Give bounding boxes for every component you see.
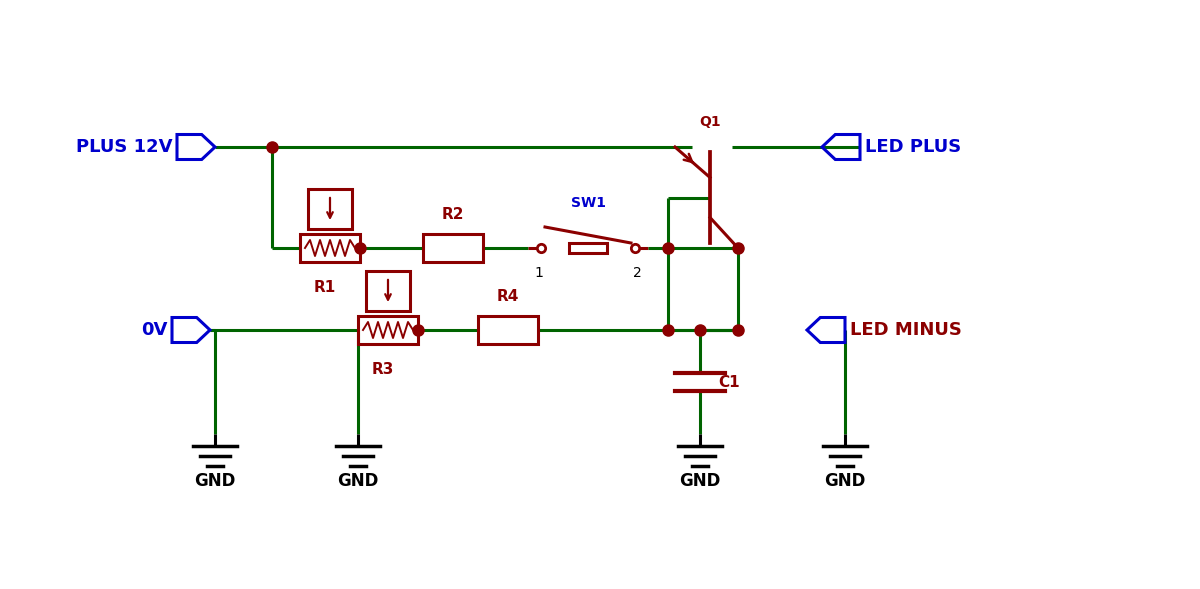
- Text: LED MINUS: LED MINUS: [850, 321, 962, 339]
- Text: R4: R4: [497, 289, 520, 304]
- Text: PLUS 12V: PLUS 12V: [76, 138, 172, 156]
- Text: 1: 1: [534, 266, 544, 280]
- Text: R1: R1: [314, 280, 336, 295]
- Text: C1: C1: [718, 375, 739, 389]
- Text: R3: R3: [372, 362, 394, 377]
- Text: 0V: 0V: [140, 321, 167, 339]
- Bar: [569, 243, 607, 253]
- Text: SW1: SW1: [570, 196, 606, 210]
- Text: GND: GND: [194, 472, 235, 490]
- Bar: [424, 234, 482, 262]
- Text: LED PLUS: LED PLUS: [865, 138, 961, 156]
- Text: GND: GND: [337, 472, 379, 490]
- Bar: [308, 189, 352, 229]
- Text: Q1: Q1: [700, 115, 721, 129]
- Text: R2: R2: [442, 207, 464, 222]
- Text: GND: GND: [824, 472, 865, 490]
- Text: 2: 2: [632, 266, 641, 280]
- Bar: [478, 316, 538, 344]
- Bar: [300, 234, 360, 262]
- Text: GND: GND: [679, 472, 721, 490]
- Bar: [366, 271, 410, 311]
- Bar: [358, 316, 418, 344]
